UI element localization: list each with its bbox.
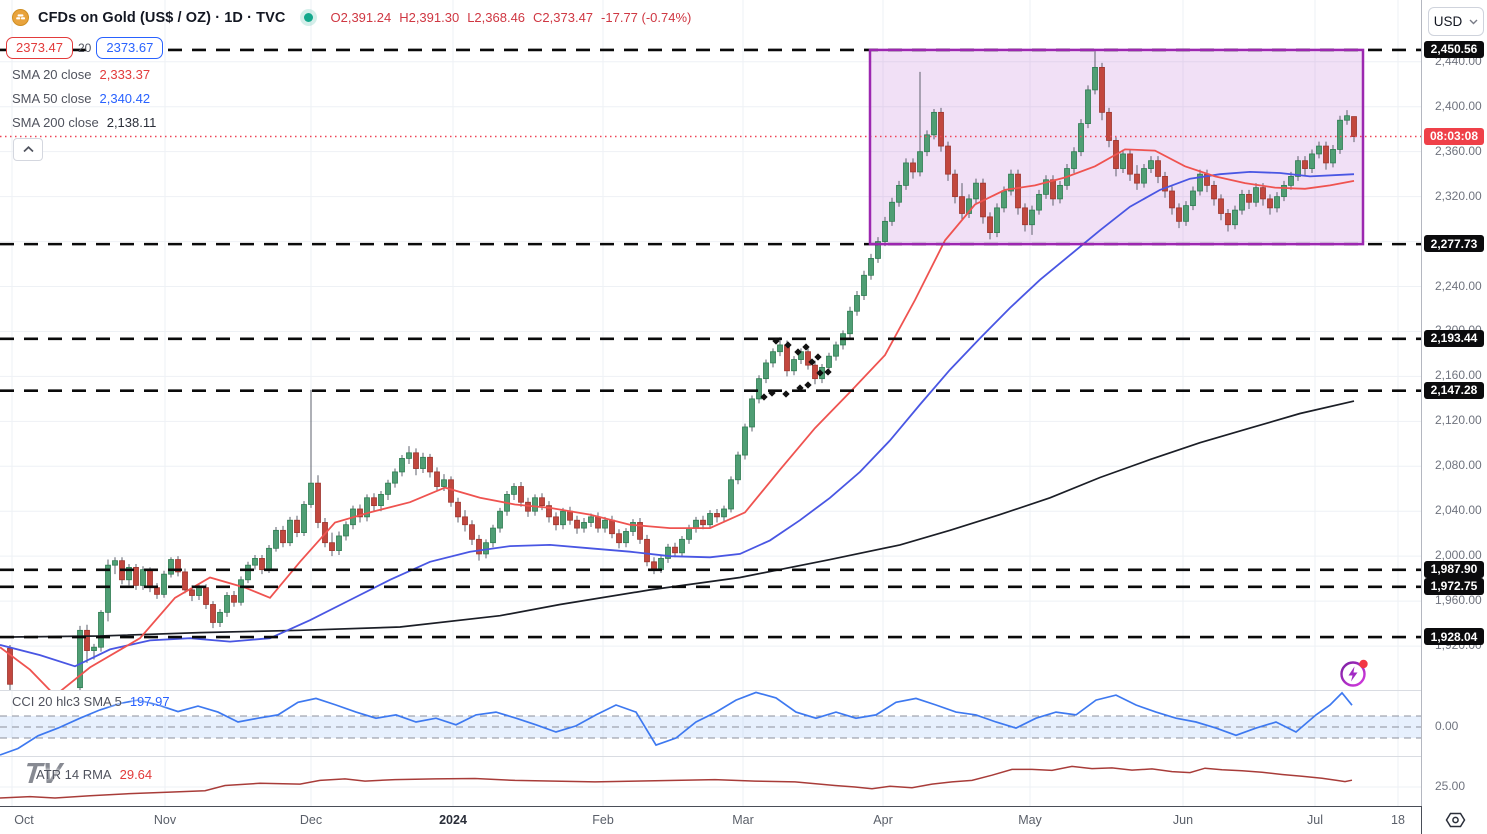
time-label: 2024 bbox=[439, 813, 467, 827]
sma20-label: SMA 20 close bbox=[12, 67, 92, 82]
pattern-dot bbox=[804, 381, 812, 389]
time-label: Mar bbox=[732, 813, 754, 827]
pattern-dot bbox=[772, 337, 780, 345]
price-flag-red[interactable]: 2373.47 bbox=[6, 37, 73, 59]
price-flag-middle: 20 bbox=[78, 41, 92, 55]
time-label: Jun bbox=[1172, 813, 1194, 827]
cci-label: CCI 20 hlc3 SMA 5 bbox=[12, 694, 122, 709]
price-tick: 2,040.00 bbox=[1435, 503, 1482, 518]
pattern-dot bbox=[816, 369, 824, 377]
symbol-header: CFDs on Gold (US$ / OZ) · 1D · TVC O2,39… bbox=[12, 9, 691, 26]
low-value: L2,368.46 bbox=[467, 10, 526, 25]
time-label: Jul bbox=[1307, 813, 1323, 827]
sma200-line bbox=[0, 400, 1355, 638]
time-label: Nov bbox=[153, 813, 177, 827]
level-price-badge: 1,928.04 bbox=[1424, 628, 1484, 646]
price-flag-row: 2373.47 20 2373.67 bbox=[6, 37, 164, 59]
pattern-dot bbox=[784, 341, 792, 349]
currency-label: USD bbox=[1433, 14, 1463, 29]
pattern-dot bbox=[814, 353, 822, 361]
sma50-line bbox=[0, 170, 1355, 668]
sma200-value: 2,138.11 bbox=[106, 115, 157, 130]
instant-order-lightning-icon[interactable] bbox=[1338, 656, 1372, 695]
notification-dot-icon bbox=[1359, 659, 1368, 669]
level-price-badge: 1,972.75 bbox=[1424, 577, 1484, 595]
price-tick: 2,360.00 bbox=[1435, 143, 1482, 158]
pattern-dot bbox=[802, 343, 810, 351]
cci-tick: 0.00 bbox=[1435, 719, 1459, 733]
time-scale[interactable]: Oct Nov Dec 2024 Feb Mar Apr May Jun Jul 18 bbox=[0, 807, 1421, 834]
pattern-dot bbox=[796, 384, 804, 392]
cci-indicator-pane[interactable] bbox=[0, 690, 1421, 756]
level-price-badge: 2,147.28 bbox=[1424, 381, 1484, 399]
price-tick: 2,400.00 bbox=[1435, 98, 1482, 113]
market-open-dot-icon[interactable] bbox=[304, 13, 314, 22]
open-value: O2,391.24 bbox=[330, 10, 392, 25]
pattern-dot bbox=[760, 393, 768, 401]
symbol-title[interactable]: CFDs on Gold (US$ / OZ) · 1D · TVC bbox=[38, 9, 286, 26]
collapse-legend-button[interactable] bbox=[13, 138, 43, 161]
legend-row-atr[interactable]: ATR 14 RMA 29.64 bbox=[36, 767, 152, 782]
price-tick: 1,960.00 bbox=[1435, 593, 1482, 608]
level-price-badge: 2,277.73 bbox=[1424, 235, 1484, 253]
sma20-value: 2,333.37 bbox=[99, 67, 151, 82]
pattern-dot bbox=[824, 368, 832, 376]
price-tick: 2,320.00 bbox=[1435, 188, 1482, 203]
time-label: May bbox=[1018, 813, 1042, 827]
pane-separator[interactable] bbox=[0, 756, 1421, 757]
legend-row-cci[interactable]: CCI 20 hlc3 SMA 5 197.97 bbox=[12, 694, 170, 709]
time-label: 18 bbox=[1391, 813, 1405, 827]
level-price-badge: 2,193.44 bbox=[1424, 329, 1484, 347]
gold-coin-icon bbox=[12, 9, 29, 26]
sma50-label: SMA 50 close bbox=[12, 91, 92, 106]
price-tick: 2,000.00 bbox=[1435, 548, 1482, 563]
ohlc-values: O2,391.24 H2,391.30 L2,368.46 C2,373.47 … bbox=[330, 10, 691, 25]
time-label: Dec bbox=[299, 813, 323, 827]
close-value: C2,373.47 bbox=[533, 10, 594, 25]
chevron-up-icon bbox=[22, 146, 34, 153]
atr-indicator-pane[interactable] bbox=[0, 756, 1421, 806]
price-flag-blue[interactable]: 2373.67 bbox=[96, 37, 164, 59]
legend-row-sma20[interactable]: SMA 20 close 2,333.37 bbox=[12, 67, 150, 82]
high-value: H2,391.30 bbox=[399, 10, 460, 25]
price-tick: 2,120.00 bbox=[1435, 413, 1482, 428]
time-label: Feb bbox=[592, 813, 614, 827]
sma20-line bbox=[0, 148, 1355, 690]
time-axis-separator bbox=[0, 806, 1487, 807]
cci-value: 197.97 bbox=[129, 694, 170, 709]
sma50-value: 2,340.42 bbox=[99, 91, 151, 106]
cci-line bbox=[0, 691, 1353, 756]
level-price-badge: 1,987.90 bbox=[1424, 560, 1484, 578]
legend-row-sma200[interactable]: SMA 200 close 2,138.11 bbox=[12, 115, 156, 130]
atr-tick: 25.00 bbox=[1435, 779, 1466, 793]
change-value: -17.77 (-0.74%) bbox=[601, 10, 692, 25]
scales-settings-button[interactable] bbox=[1421, 806, 1487, 834]
pattern-dot bbox=[782, 390, 790, 398]
gear-icon bbox=[1445, 812, 1466, 828]
price-scale[interactable]: USD 2,440.00 2,400.00 2,360.00 2,320.00 2,24… bbox=[1421, 0, 1487, 834]
atr-value: 29.64 bbox=[119, 767, 153, 782]
currency-selector[interactable]: USD bbox=[1428, 7, 1484, 36]
atr-line bbox=[0, 765, 1353, 799]
pattern-dot bbox=[808, 358, 816, 366]
bar-countdown-badge: 08:03:08 bbox=[1424, 127, 1484, 145]
legend-row-sma50[interactable]: SMA 50 close 2,340.42 bbox=[12, 91, 150, 106]
atr-label: ATR 14 RMA bbox=[36, 767, 112, 782]
price-tick: 2,160.00 bbox=[1435, 368, 1482, 383]
chevron-down-icon bbox=[1469, 19, 1478, 25]
pattern-dot bbox=[768, 389, 776, 397]
time-label: Oct bbox=[14, 813, 34, 827]
time-label: Apr bbox=[873, 813, 893, 827]
level-price-badge: 2,450.56 bbox=[1424, 40, 1484, 58]
price-tick: 2,240.00 bbox=[1435, 278, 1482, 293]
pattern-dot bbox=[794, 348, 802, 356]
pane-separator[interactable] bbox=[0, 690, 1421, 691]
price-tick: 2,080.00 bbox=[1435, 458, 1482, 473]
sma200-label: SMA 200 close bbox=[12, 115, 99, 130]
main-price-pane[interactable] bbox=[0, 0, 1421, 690]
